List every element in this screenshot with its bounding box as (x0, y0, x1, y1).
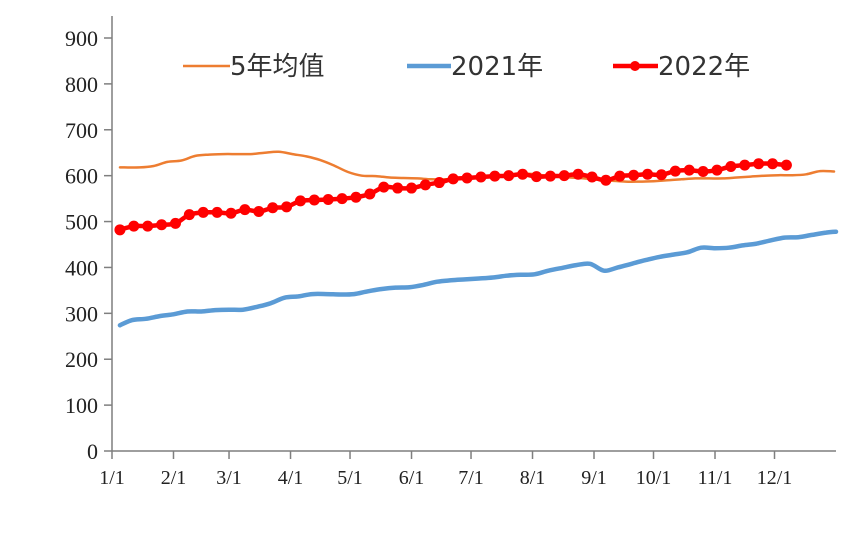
data-point-2022 (156, 219, 168, 231)
data-point-2022 (406, 182, 418, 194)
x-tick-label: 7/1 (458, 467, 484, 489)
data-point-2022 (753, 158, 765, 170)
data-point-2022 (725, 160, 737, 172)
data-point-2022 (267, 202, 279, 214)
data-point-2022 (322, 194, 334, 206)
data-point-2022 (642, 168, 654, 180)
x-tick-label: 6/1 (399, 467, 425, 489)
legend: 5年均值 2021年 2022年 (183, 52, 750, 82)
data-point-2022 (683, 164, 695, 176)
y-tick-label: 500 (65, 210, 98, 235)
y-tick-label: 900 (65, 26, 98, 51)
legend-label-2021: 2021年 (451, 52, 543, 82)
data-point-2022 (169, 217, 181, 229)
data-point-2022 (392, 182, 404, 194)
data-point-2022 (308, 194, 320, 206)
y-tick-label: 600 (65, 164, 98, 189)
data-point-2022 (142, 220, 154, 232)
data-point-2022 (489, 170, 501, 182)
data-point-2022 (419, 179, 431, 191)
data-point-2022 (600, 174, 612, 186)
data-point-2022 (294, 195, 306, 207)
y-tick-label: 300 (65, 301, 98, 326)
data-point-2022 (475, 171, 487, 183)
data-point-2022 (558, 170, 570, 182)
x-tick-label: 10/1 (636, 467, 672, 489)
data-point-2022 (281, 201, 293, 213)
data-point-2022 (239, 204, 251, 216)
data-point-2022 (614, 170, 626, 182)
x-tick-label: 1/1 (99, 467, 125, 489)
x-tick-label: 12/1 (757, 467, 793, 489)
data-point-2022 (433, 177, 445, 189)
data-point-2022 (128, 220, 140, 232)
data-point-2022 (197, 206, 209, 218)
data-point-2022 (378, 181, 390, 193)
y-tick-label: 400 (65, 255, 98, 280)
y-axis: 0 100 200 300 400 500 600 700 800 900 (65, 16, 113, 464)
data-point-2022 (364, 188, 376, 200)
data-point-2022 (114, 224, 126, 236)
y-tick-label: 700 (65, 118, 98, 143)
data-point-2022 (461, 172, 473, 184)
data-point-2022 (655, 169, 667, 181)
data-point-2022 (628, 169, 640, 181)
data-point-2022 (447, 173, 459, 185)
data-point-2022 (544, 170, 556, 182)
x-tick-label: 9/1 (581, 467, 607, 489)
x-axis: 1/1 2/1 3/1 4/1 5/1 6/1 7/1 8/1 9/1 10/1 11/1 12/1 (99, 450, 836, 489)
x-tick-label: 4/1 (278, 467, 304, 489)
legend-label-5yr-average: 5年均值 (230, 52, 325, 82)
data-point-2022 (350, 191, 362, 203)
x-tick-label: 11/1 (698, 467, 733, 489)
data-point-2022 (669, 165, 681, 177)
data-point-2022 (211, 206, 223, 218)
legend-marker-2022 (630, 61, 640, 71)
y-tick-label: 0 (87, 439, 98, 464)
data-point-2022 (711, 164, 723, 176)
data-point-2022 (780, 159, 792, 171)
data-point-2022 (336, 193, 348, 205)
y-tick-label: 100 (65, 393, 98, 418)
data-point-2022 (530, 171, 542, 183)
y-tick-label: 200 (65, 347, 98, 372)
x-tick-label: 3/1 (216, 467, 242, 489)
x-tick-label: 8/1 (520, 467, 546, 489)
data-point-2022 (572, 168, 584, 180)
data-point-2022 (767, 158, 779, 170)
data-point-2022 (225, 207, 237, 219)
series-layer (114, 150, 839, 328)
data-point-2022 (739, 159, 751, 171)
data-point-2022 (517, 168, 529, 180)
legend-label-2022: 2022年 (658, 52, 750, 82)
data-point-2022 (183, 209, 195, 221)
data-point-2022 (697, 166, 709, 178)
data-point-2022 (586, 171, 598, 183)
data-point-2022 (253, 205, 265, 217)
y-tick-label: 800 (65, 72, 98, 97)
x-tick-label: 2/1 (161, 467, 187, 489)
series-line-2021 (117, 229, 839, 328)
x-tick-label: 5/1 (337, 467, 363, 489)
data-point-2022 (503, 170, 515, 182)
